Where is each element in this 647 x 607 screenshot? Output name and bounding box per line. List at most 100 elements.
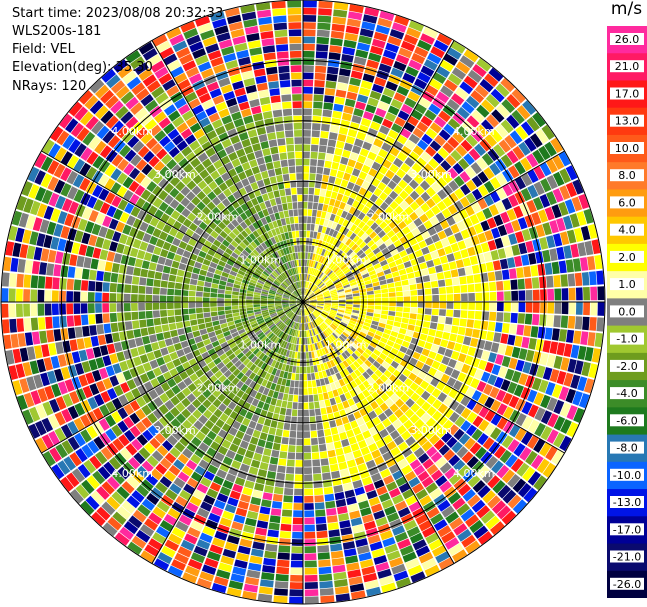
velocity-cell <box>217 383 226 393</box>
velocity-cell <box>303 288 306 295</box>
velocity-cell <box>167 507 181 520</box>
velocity-cell <box>258 163 267 173</box>
velocity-cell <box>261 38 275 47</box>
velocity-cell <box>390 98 403 110</box>
velocity-cell <box>231 377 240 386</box>
velocity-cell <box>371 548 385 558</box>
velocity-cell <box>26 245 36 260</box>
velocity-cell <box>330 334 337 341</box>
velocity-cell <box>337 288 344 293</box>
velocity-cell <box>309 304 317 307</box>
velocity-cell <box>467 284 475 293</box>
velocity-cell <box>388 220 397 229</box>
velocity-cell <box>397 263 405 271</box>
velocity-cell <box>155 481 168 494</box>
velocity-cell <box>342 219 349 227</box>
velocity-cell <box>345 212 353 221</box>
velocity-cell <box>53 179 66 194</box>
velocity-cell <box>214 530 228 541</box>
velocity-cell <box>474 244 483 255</box>
velocity-cell <box>277 310 284 315</box>
velocity-cell <box>82 325 90 337</box>
velocity-cell <box>116 243 125 254</box>
velocity-cell <box>327 139 337 148</box>
velocity-cell <box>336 313 344 317</box>
velocity-cell <box>232 228 240 236</box>
velocity-cell <box>10 333 19 348</box>
velocity-cell <box>125 443 138 456</box>
velocity-cell <box>161 273 170 281</box>
velocity-cell <box>341 210 348 219</box>
velocity-cell <box>233 248 242 256</box>
velocity-cell <box>373 349 381 357</box>
velocity-cell <box>23 392 35 408</box>
velocity-cell <box>455 61 471 75</box>
velocity-cell <box>68 101 83 117</box>
velocity-cell <box>396 85 410 97</box>
velocity-cell <box>326 336 333 344</box>
velocity-cell <box>126 330 135 340</box>
velocity-cell <box>452 162 464 175</box>
velocity-cell <box>317 297 324 300</box>
velocity-cell <box>375 397 385 406</box>
velocity-cell <box>436 65 450 78</box>
velocity-cell <box>3 256 12 272</box>
velocity-cell <box>339 362 346 370</box>
velocity-cell <box>159 47 175 60</box>
velocity-cell <box>412 127 425 139</box>
velocity-cell <box>389 163 399 174</box>
velocity-cell <box>53 223 64 237</box>
velocity-cell <box>279 80 291 88</box>
velocity-cell <box>144 119 158 131</box>
velocity-cell <box>146 243 155 254</box>
velocity-cell <box>312 123 321 131</box>
velocity-cell <box>43 234 53 249</box>
velocity-cell <box>397 441 409 452</box>
velocity-cell <box>312 108 322 116</box>
velocity-cell <box>377 101 390 111</box>
velocity-cell <box>431 315 439 323</box>
velocity-cell <box>124 391 135 403</box>
velocity-cell <box>146 455 159 468</box>
velocity-cell <box>509 130 523 145</box>
velocity-cell <box>189 313 197 320</box>
velocity-cell <box>536 458 550 474</box>
velocity-cell <box>187 414 198 425</box>
velocity-cell <box>466 319 474 328</box>
velocity-cell <box>303 209 308 216</box>
velocity-cell <box>71 242 81 255</box>
velocity-cell <box>508 395 520 409</box>
velocity-cell <box>332 434 341 442</box>
velocity-cell <box>274 435 282 444</box>
velocity-cell <box>303 122 312 130</box>
velocity-cell <box>561 302 569 315</box>
velocity-cell <box>201 264 209 271</box>
velocity-cell <box>469 255 478 266</box>
velocity-cell <box>417 224 427 233</box>
velocity-cell <box>284 123 293 131</box>
velocity-cell <box>329 359 336 367</box>
velocity-cell <box>241 138 251 148</box>
velocity-cell <box>346 374 354 383</box>
velocity-cell <box>443 123 456 136</box>
velocity-cell <box>403 307 411 313</box>
velocity-cell <box>305 289 309 296</box>
velocity-cell <box>287 202 293 210</box>
velocity-cell <box>223 188 232 198</box>
velocity-cell <box>465 179 477 192</box>
velocity-cell <box>111 397 123 410</box>
velocity-cell <box>460 139 473 152</box>
velocity-cell <box>544 141 557 157</box>
velocity-cell <box>343 315 351 320</box>
velocity-cell <box>483 194 495 207</box>
velocity-cell <box>465 134 478 147</box>
velocity-cell <box>282 430 290 438</box>
velocity-cell <box>308 402 315 410</box>
velocity-cell <box>98 226 108 238</box>
velocity-cell <box>67 266 76 278</box>
velocity-cell <box>35 404 47 419</box>
velocity-cell <box>70 122 84 138</box>
velocity-cell <box>309 296 316 300</box>
velocity-cell <box>190 471 203 483</box>
velocity-cell <box>307 307 312 314</box>
